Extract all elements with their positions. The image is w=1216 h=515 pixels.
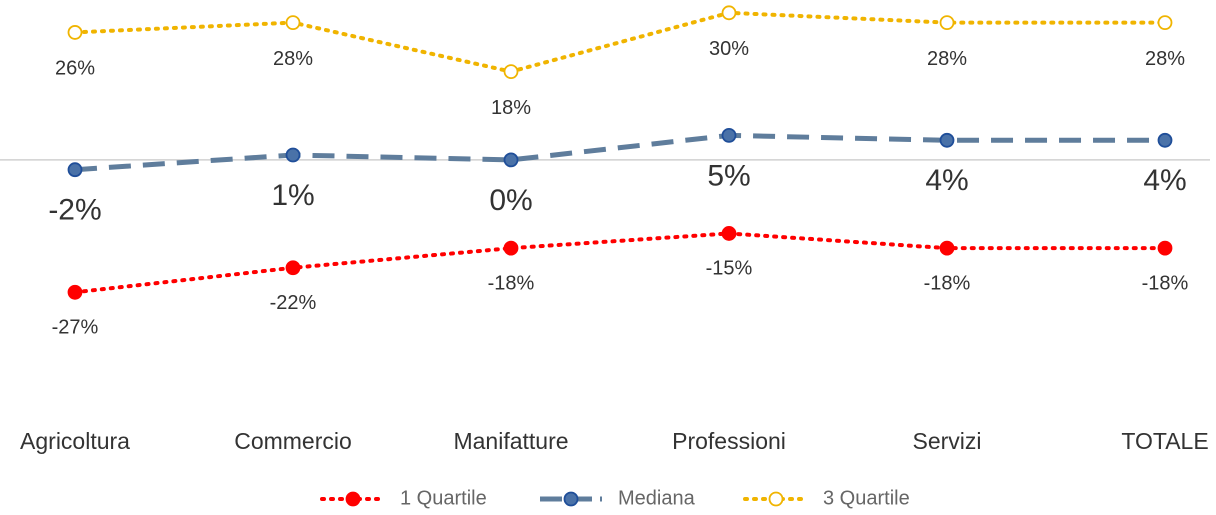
data-point xyxy=(721,127,737,143)
data-label: 26% xyxy=(55,58,95,80)
data-label: -15% xyxy=(706,258,753,280)
data-label: 0% xyxy=(489,184,532,217)
legend-label: 1 Quartile xyxy=(400,487,487,509)
data-point xyxy=(721,226,737,241)
data-point xyxy=(67,284,83,300)
data-label: 28% xyxy=(927,48,967,70)
series-line xyxy=(74,132,1165,173)
x-tick-label: Professioni xyxy=(672,428,786,454)
data-point xyxy=(503,152,519,168)
data-point xyxy=(1157,240,1173,256)
x-tick-label: Commercio xyxy=(234,428,352,454)
legend-label: Mediana xyxy=(618,487,696,509)
data-label: 30% xyxy=(709,38,749,60)
data-point xyxy=(1157,15,1173,31)
data-label: 28% xyxy=(273,48,313,70)
legend-label: 3 Quartile xyxy=(823,487,910,509)
legend-marker xyxy=(345,491,361,507)
data-label: -27% xyxy=(52,317,99,339)
data-label: 1% xyxy=(271,179,314,212)
data-point xyxy=(939,132,955,148)
data-point xyxy=(285,260,301,276)
data-point xyxy=(1157,132,1173,148)
data-point xyxy=(285,147,301,163)
data-point xyxy=(503,64,519,80)
data-label: 4% xyxy=(925,164,968,197)
data-label: -18% xyxy=(1142,272,1189,294)
data-point xyxy=(939,240,955,256)
data-label: -2% xyxy=(48,194,101,227)
x-tick-label: Agricoltura xyxy=(20,428,130,454)
data-label: -18% xyxy=(488,272,535,294)
data-label: 5% xyxy=(707,159,750,192)
data-point xyxy=(939,15,955,31)
legend-marker xyxy=(563,491,579,507)
x-tick-label: Manifatture xyxy=(453,428,568,454)
data-label: 18% xyxy=(491,97,531,119)
data-label: -22% xyxy=(270,292,317,314)
data-label: 28% xyxy=(1145,48,1185,70)
data-point xyxy=(285,15,301,31)
data-point xyxy=(67,25,83,40)
series-line xyxy=(73,10,1167,74)
series-line xyxy=(73,231,1167,295)
x-tick-label: Servizi xyxy=(912,428,981,454)
data-point xyxy=(503,240,519,256)
data-label: -18% xyxy=(924,272,971,294)
data-label: 4% xyxy=(1143,164,1186,197)
legend-marker xyxy=(768,491,784,507)
data-point xyxy=(67,162,83,178)
data-point xyxy=(721,5,737,21)
x-tick-label: TOTALE xyxy=(1121,428,1208,454)
